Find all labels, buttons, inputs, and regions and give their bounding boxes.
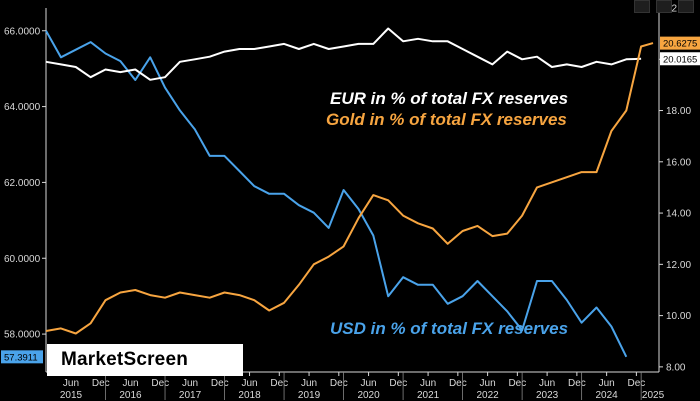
year-label: 2022 bbox=[476, 390, 499, 401]
year-label: 2025 bbox=[642, 390, 665, 401]
x-tick-label: Dec bbox=[449, 378, 467, 389]
annotation-gold: Gold in % of total FX reserves bbox=[326, 110, 567, 129]
right-tick-label: 12.00 bbox=[666, 260, 691, 271]
gold-last-value-label: 20.6275 bbox=[663, 39, 697, 50]
year-label: 2023 bbox=[536, 390, 559, 401]
left-tick-label: 66.0000 bbox=[4, 26, 41, 37]
gold-series-line bbox=[45, 42, 654, 335]
corner-icons bbox=[628, 0, 700, 14]
usd-series-line bbox=[45, 30, 628, 358]
x-tick-label: Dec bbox=[92, 378, 110, 389]
eur-series-line bbox=[45, 27, 642, 81]
labels-layer: 57.3911 20.6275 20.0165 bbox=[1, 36, 700, 364]
year-label: 2018 bbox=[238, 390, 261, 401]
right-tick-label: 14.00 bbox=[666, 209, 691, 220]
x-tick-label: Jun bbox=[361, 378, 377, 389]
eur-last-value-label-bg bbox=[660, 52, 700, 66]
x-tick-label: Jun bbox=[182, 378, 198, 389]
x-tick-label: Jun bbox=[241, 378, 257, 389]
year-label: 2019 bbox=[298, 390, 321, 401]
year-label: 2021 bbox=[417, 390, 440, 401]
year-label: 2015 bbox=[60, 390, 83, 401]
gold-last-value-label-bg bbox=[660, 36, 700, 50]
window-icon bbox=[634, 0, 650, 13]
x-tick-label: Dec bbox=[151, 378, 169, 389]
window-icon bbox=[678, 0, 694, 13]
axes: 66.000064.000062.000060.000058.000022.00… bbox=[4, 4, 691, 401]
x-tick-label: Jun bbox=[480, 378, 496, 389]
usd-last-value-label-bg bbox=[1, 350, 43, 364]
x-tick-label: Dec bbox=[389, 378, 407, 389]
eur-last-value-label: 20.0165 bbox=[663, 54, 697, 65]
x-tick-label: Dec bbox=[508, 378, 526, 389]
right-tick-label: 16.00 bbox=[666, 157, 691, 168]
marketscreen-logo: MarketScreen bbox=[47, 344, 243, 376]
x-tick-label: Jun bbox=[63, 378, 79, 389]
year-label: 2016 bbox=[119, 390, 142, 401]
usd-last-value-label: 57.3911 bbox=[4, 352, 38, 363]
year-label: 2020 bbox=[357, 390, 380, 401]
x-tick-label: Jun bbox=[122, 378, 138, 389]
x-tick-label: Dec bbox=[270, 378, 288, 389]
right-tick-label: 8.00 bbox=[666, 362, 686, 373]
left-tick-label: 62.0000 bbox=[4, 178, 41, 189]
x-tick-label: Dec bbox=[568, 378, 586, 389]
right-tick-label: 10.00 bbox=[666, 311, 691, 322]
x-tick-label: Jun bbox=[539, 378, 555, 389]
window-icon bbox=[656, 0, 672, 13]
year-label: 2017 bbox=[179, 390, 202, 401]
left-tick-label: 64.0000 bbox=[4, 102, 41, 113]
x-tick-label: Dec bbox=[627, 378, 645, 389]
x-tick-label: Jun bbox=[599, 378, 615, 389]
x-tick-label: Dec bbox=[211, 378, 229, 389]
series-layer bbox=[45, 27, 654, 358]
right-tick-label: 18.00 bbox=[666, 106, 691, 117]
annotation-eur: EUR in % of total FX reserves bbox=[330, 89, 568, 108]
left-tick-label: 58.0000 bbox=[4, 330, 41, 341]
x-tick-label: Dec bbox=[330, 378, 348, 389]
year-label: 2024 bbox=[596, 390, 619, 401]
x-tick-label: Jun bbox=[420, 378, 436, 389]
left-tick-label: 60.0000 bbox=[4, 254, 41, 265]
x-tick-label: Jun bbox=[301, 378, 317, 389]
annotation-usd: USD in % of total FX reserves bbox=[330, 319, 568, 338]
